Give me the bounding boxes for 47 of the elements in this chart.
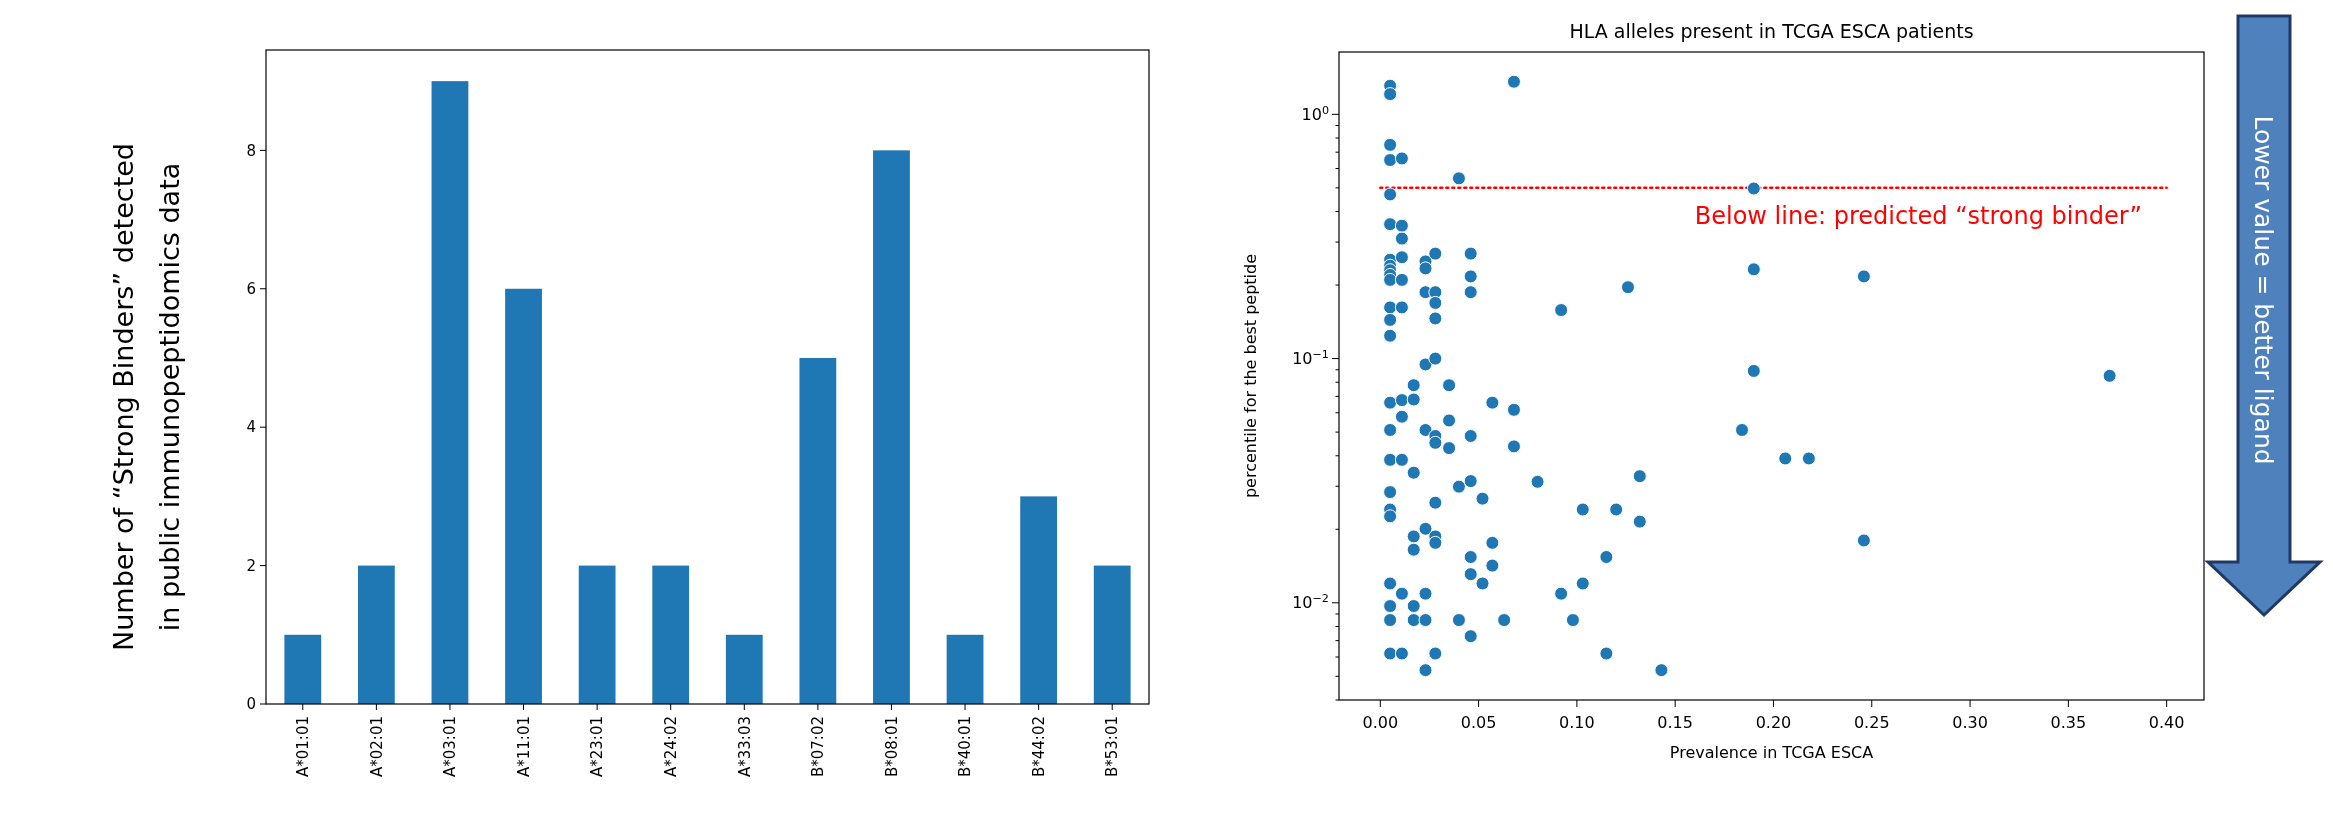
y-tick-label: 8 (246, 141, 256, 160)
x-tick-label: B*07:02 (809, 716, 828, 778)
bar (1020, 496, 1058, 704)
x-tick-label: B*53:01 (1103, 716, 1122, 778)
x-tick-label: 0.20 (1755, 713, 1792, 732)
bar (505, 288, 542, 704)
x-tick-label: 0.05 (1460, 713, 1497, 732)
x-tick-label: B*44:02 (1029, 716, 1048, 778)
chart-title: HLA alleles present in TCGA ESCA patients (1569, 20, 1974, 42)
x-tick-label: 0.35 (2050, 713, 2087, 732)
x-tick-label: A*01:01 (294, 716, 313, 777)
x-tick-label: 0.25 (1853, 713, 1890, 732)
x-tick-label: A*03:01 (441, 716, 460, 777)
x-tick-label: B*08:01 (882, 716, 901, 778)
bar (652, 565, 690, 704)
bar (725, 634, 763, 704)
x-tick-label: 0.00 (1362, 713, 1399, 732)
x-tick-label: 0.10 (1559, 713, 1595, 732)
x-tick-label: A*23:01 (588, 716, 607, 777)
bar (431, 81, 469, 704)
x-tick-label: A*33:03 (735, 716, 754, 777)
bar (946, 634, 984, 704)
x-tick-label: B*40:01 (956, 716, 975, 778)
ref-line-label: Below line: predicted “strong binder” (1694, 201, 2142, 230)
x-tick-label: 0.30 (1952, 713, 1988, 732)
bar (284, 634, 322, 704)
x-tick-label: A*24:02 (661, 716, 680, 777)
x-tick-label: 0.40 (2148, 713, 2185, 732)
y-axis-title: percentile for the best peptide (1241, 253, 1260, 499)
y-tick-label: 4 (246, 418, 256, 437)
bar (799, 357, 837, 704)
x-tick-label: 0.15 (1657, 713, 1693, 732)
bar (357, 565, 395, 704)
y-tick-label: 10$^{−2}$ (1292, 591, 1329, 613)
bar (578, 565, 616, 704)
x-tick-label: A*02:01 (367, 716, 386, 777)
bar (1093, 565, 1131, 704)
y-tick-label: 10$^{−1}$ (1292, 347, 1329, 369)
y-tick-label: 10$^{0}$ (1301, 103, 1329, 124)
x-tick-label: A*11:01 (514, 716, 533, 777)
bar (873, 150, 910, 704)
down-arrow: Lower value = better ligand (2204, 14, 2324, 618)
y-tick-label: 2 (246, 556, 256, 575)
x-axis-title: Prevalence in TCGA ESCA (1669, 743, 1874, 762)
y-axis-title: Number of “Strong Binders” detected in public immunopeptidomics data (108, 143, 186, 651)
y-tick-label: 0 (246, 695, 256, 714)
y-tick-label: 6 (246, 280, 256, 299)
